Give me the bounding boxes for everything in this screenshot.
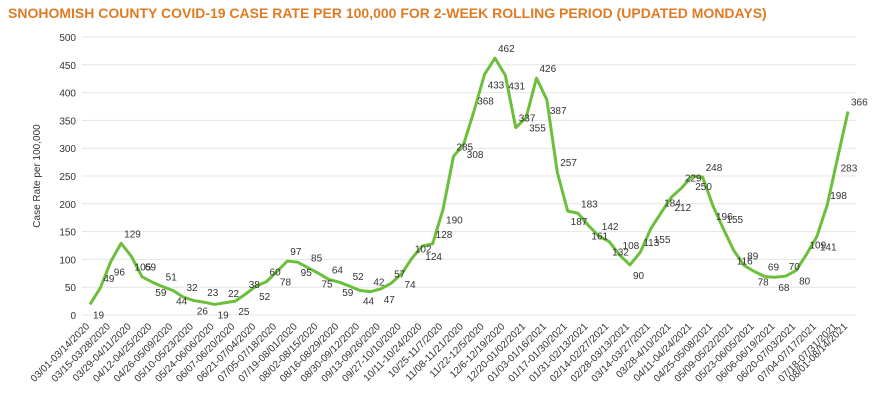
- data-label: 59: [342, 288, 354, 299]
- data-label: 462: [498, 44, 515, 55]
- data-label: 19: [93, 310, 105, 321]
- data-label: 75: [321, 279, 333, 290]
- data-label: 161: [591, 231, 608, 242]
- data-label: 102: [415, 244, 432, 255]
- data-label: 38: [249, 280, 261, 291]
- data-label: 80: [799, 277, 811, 288]
- data-label: 64: [332, 265, 344, 276]
- data-label: 212: [674, 203, 691, 214]
- data-label: 51: [166, 273, 178, 284]
- y-tick-label: 350: [59, 116, 76, 127]
- data-label: 198: [830, 191, 847, 202]
- data-label: 142: [602, 222, 619, 233]
- data-label: 196: [716, 212, 733, 223]
- data-label: 426: [539, 64, 556, 75]
- y-tick-label: 500: [59, 33, 76, 44]
- data-label: 78: [280, 278, 292, 289]
- data-label: 32: [186, 283, 198, 294]
- data-label: 433: [488, 80, 505, 91]
- data-label: 368: [477, 96, 494, 107]
- data-label: 155: [654, 235, 671, 246]
- data-label: 366: [851, 98, 868, 109]
- data-label: 97: [290, 247, 302, 258]
- data-label: 49: [103, 274, 115, 285]
- y-tick-label: 50: [65, 283, 77, 294]
- data-label: 25: [238, 307, 250, 318]
- data-label: 68: [778, 283, 790, 294]
- data-label: 187: [571, 217, 588, 228]
- data-label: 70: [789, 262, 801, 273]
- data-label: 308: [467, 150, 484, 161]
- chart-title: SNOHOMISH COUNTY COVID-19 CASE RATE PER …: [8, 5, 767, 21]
- data-label: 431: [508, 81, 525, 92]
- data-label: 129: [124, 229, 141, 240]
- y-tick-label: 0: [70, 311, 76, 322]
- y-tick-label: 400: [59, 89, 76, 100]
- data-label: 69: [145, 263, 157, 274]
- data-label: 47: [384, 295, 396, 306]
- data-label: 19: [218, 310, 230, 321]
- data-label: 355: [529, 124, 546, 135]
- data-label: 60: [270, 268, 282, 279]
- data-label: 190: [446, 215, 463, 226]
- data-label: 95: [301, 268, 313, 279]
- y-tick-label: 150: [59, 228, 76, 239]
- data-label: 248: [706, 163, 723, 174]
- y-axis-label: Case Rate per 100,000: [32, 124, 43, 228]
- data-label: 42: [373, 278, 385, 289]
- data-label: 78: [758, 278, 770, 289]
- data-label: 52: [353, 272, 365, 283]
- data-label: 23: [207, 288, 219, 299]
- data-label: 44: [176, 297, 188, 308]
- data-label: 285: [456, 143, 473, 154]
- data-label: 132: [612, 248, 629, 259]
- data-label: 337: [519, 114, 536, 125]
- data-label: 74: [405, 280, 417, 291]
- data-label: 96: [114, 268, 126, 279]
- data-label: 44: [363, 297, 375, 308]
- data-label: 105: [135, 263, 152, 274]
- data-label: 283: [841, 164, 858, 175]
- data-label: 229: [685, 174, 702, 185]
- y-tick-label: 100: [59, 255, 76, 266]
- data-label: 26: [197, 307, 209, 318]
- data-label: 124: [425, 252, 442, 263]
- data-label: 116: [737, 257, 753, 268]
- data-label: 113: [643, 238, 659, 249]
- data-label: 183: [581, 199, 598, 210]
- data-label: 89: [747, 252, 759, 263]
- y-tick-label: 300: [59, 144, 76, 155]
- data-label: 128: [436, 230, 453, 241]
- data-label: 52: [259, 292, 271, 303]
- data-label: 85: [311, 254, 323, 265]
- data-label: 69: [768, 263, 780, 274]
- data-label: 59: [155, 288, 167, 299]
- y-tick-label: 200: [59, 200, 76, 211]
- data-label: 109: [809, 240, 826, 251]
- data-label: 184: [664, 199, 681, 210]
- data-label: 155: [726, 215, 743, 226]
- data-label: 57: [394, 269, 406, 280]
- data-label: 22: [228, 289, 240, 300]
- data-label: 141: [820, 243, 837, 254]
- data-label: 250: [695, 182, 712, 193]
- y-tick-label: 250: [59, 172, 76, 183]
- y-tick-label: 450: [59, 61, 76, 72]
- data-label: 108: [623, 241, 640, 252]
- data-line: [88, 56, 850, 306]
- data-label: 387: [550, 106, 567, 117]
- data-label: 90: [633, 271, 645, 282]
- data-label: 257: [560, 158, 577, 169]
